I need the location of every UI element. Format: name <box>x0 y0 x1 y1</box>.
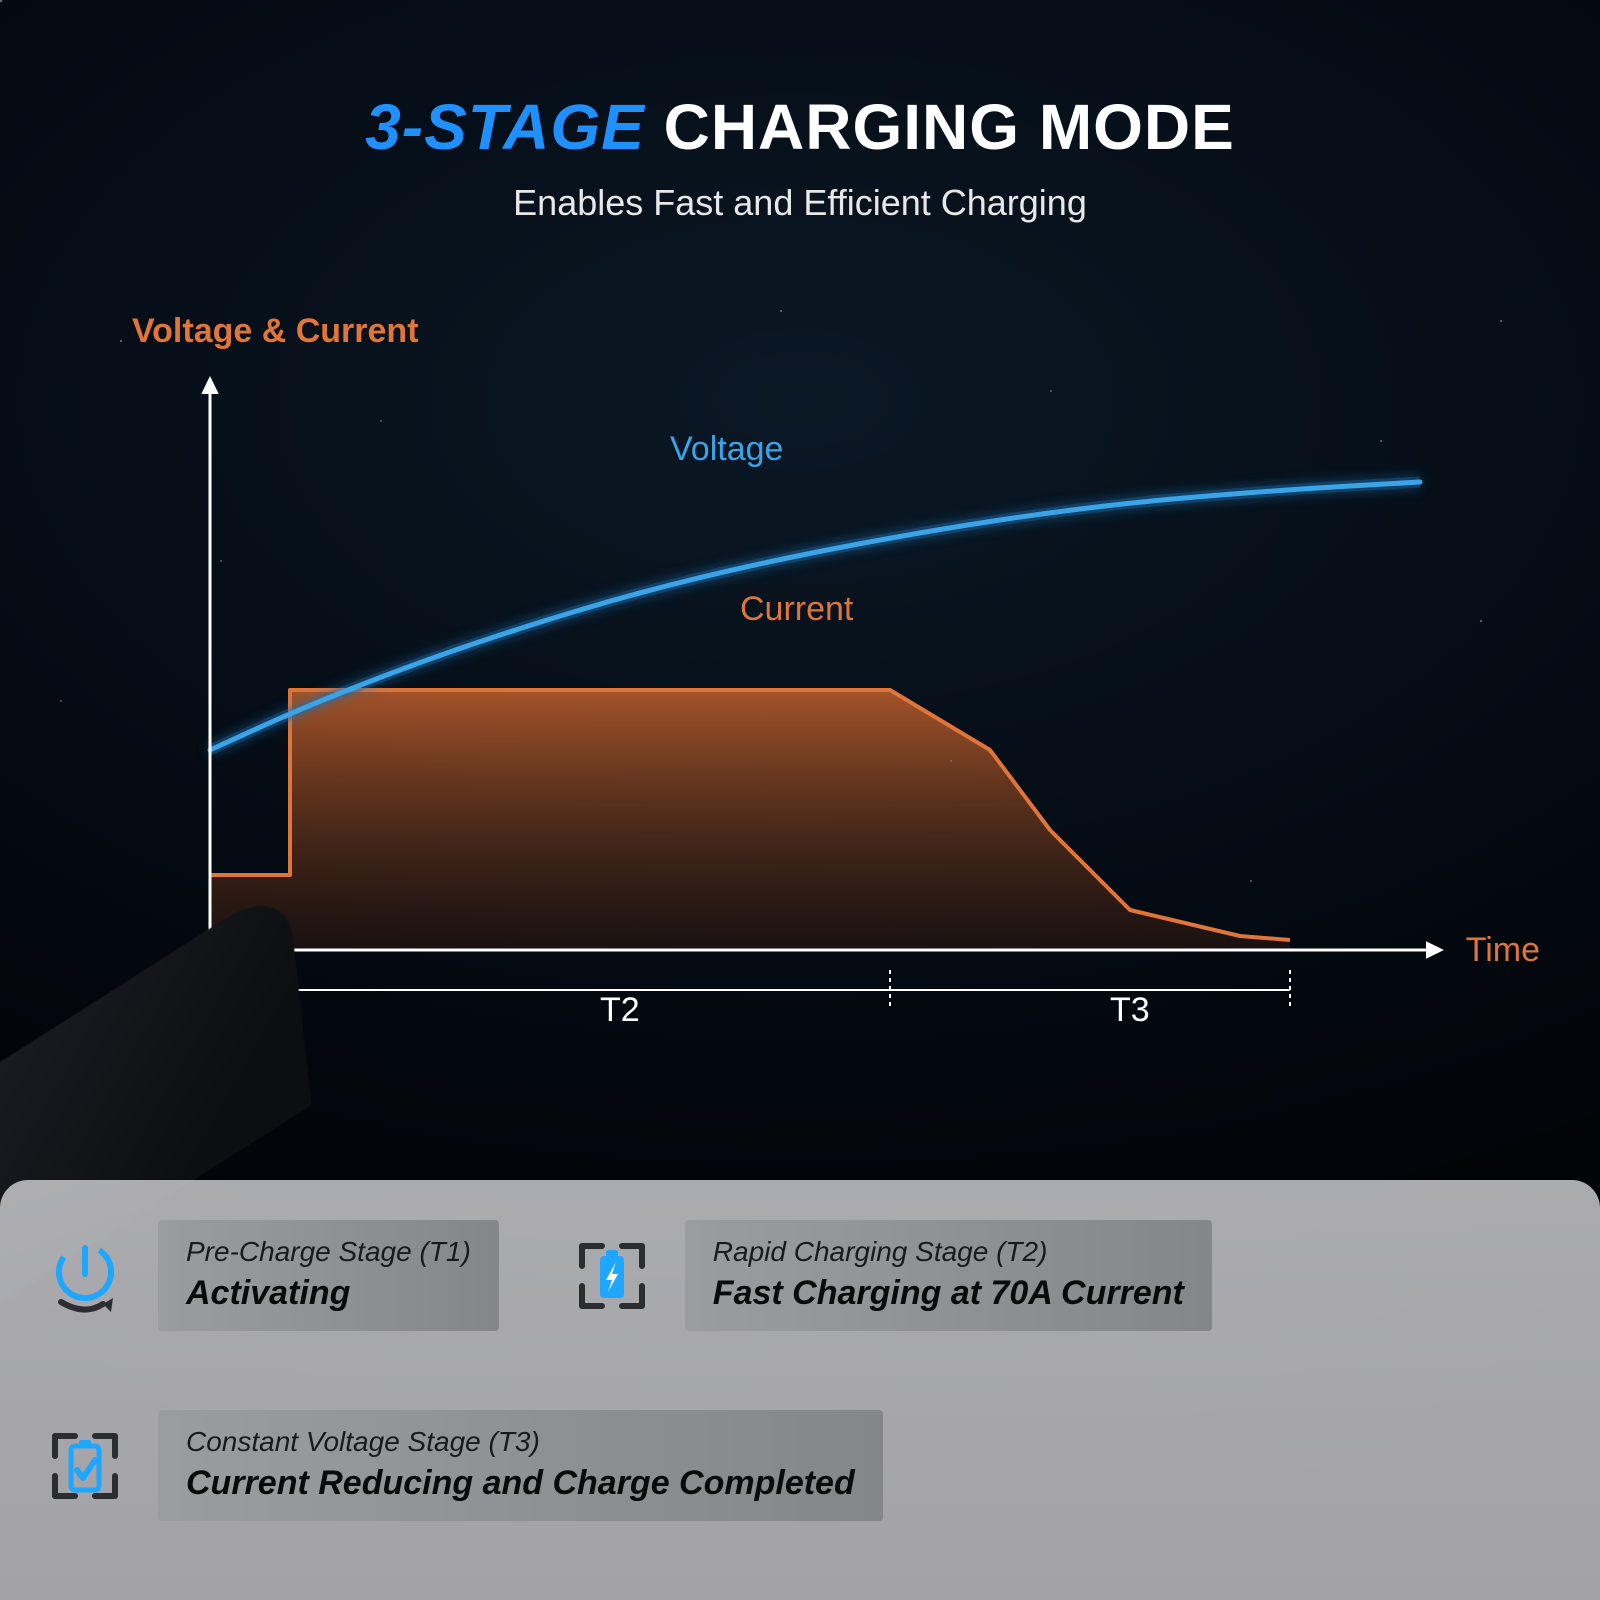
stage-label-t2: T2 <box>600 991 640 1030</box>
stage-label-t3: T3 <box>1110 991 1150 1030</box>
title-accent: 3-STAGE <box>365 91 645 163</box>
main-title: 3-STAGE CHARGING MODE <box>0 90 1600 164</box>
battery-check-icon <box>40 1421 130 1511</box>
power-icon <box>40 1231 130 1321</box>
title-main: CHARGING MODE <box>664 91 1235 163</box>
stage-t3-desc: Current Reducing and Charge Completed <box>186 1464 855 1503</box>
current-area-label: Current <box>740 590 853 629</box>
x-axis-label: Time <box>1466 931 1540 970</box>
subtitle: Enables Fast and Efficient Charging <box>0 182 1600 224</box>
chart-svg <box>120 370 1480 1090</box>
stages-panel: Pre-Charge Stage (T1) Activating Rapid C… <box>0 1180 1600 1600</box>
header: 3-STAGE CHARGING MODE Enables Fast and E… <box>0 0 1600 224</box>
stage-t3-title: Constant Voltage Stage (T3) <box>186 1426 855 1458</box>
battery-bolt-icon <box>567 1231 657 1321</box>
stage-card-t3: Constant Voltage Stage (T3) Current Redu… <box>158 1410 883 1521</box>
voltage-line-label: Voltage <box>670 430 783 469</box>
stage-t1-desc: Activating <box>186 1274 471 1313</box>
stage-t2-title: Rapid Charging Stage (T2) <box>713 1236 1184 1268</box>
chart-region: Voltage & Current Voltage Current Time T… <box>120 330 1480 1090</box>
stage-t1-title: Pre-Charge Stage (T1) <box>186 1236 471 1268</box>
stage-t2-desc: Fast Charging at 70A Current <box>713 1274 1184 1313</box>
stage-card-t1: Pre-Charge Stage (T1) Activating <box>158 1220 499 1331</box>
y-axis-label: Voltage & Current <box>132 312 419 351</box>
stage-card-t2: Rapid Charging Stage (T2) Fast Charging … <box>685 1220 1212 1331</box>
